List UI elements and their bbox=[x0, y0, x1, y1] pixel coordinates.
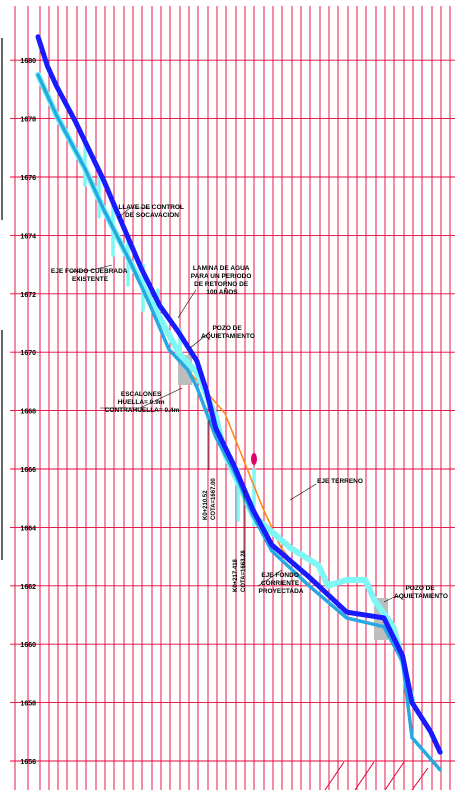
leader-lines bbox=[69, 207, 401, 603]
label-control-key: LLAVE DE CONTROL DE SOCAVACION bbox=[118, 204, 185, 219]
label-existing-bed: EJE FONDO CUEBRADA EXISTENTE bbox=[51, 268, 129, 283]
series-line-2 bbox=[36, 73, 442, 772]
y-tick-label: 1674 bbox=[20, 233, 36, 240]
y-tick-label: 1678 bbox=[20, 117, 36, 124]
y-tick-label: 1668 bbox=[20, 409, 36, 416]
label-abscissa-1: K0+210.52 COTA=1667.00 bbox=[203, 478, 217, 520]
y-tick-label: 1672 bbox=[20, 292, 36, 299]
label-drop-well-1: POZO DE AQUIETAMIENTO bbox=[201, 325, 255, 340]
y-tick-label: 1660 bbox=[20, 642, 36, 649]
y-tick-label: 1676 bbox=[20, 175, 36, 182]
y-tick-label: 1680 bbox=[20, 58, 36, 65]
label-steps: ESCALONES HUELLA= 0.9m CONTRAHUELLA= 0.4… bbox=[105, 391, 180, 414]
label-drop-well-2: POZO DE AQUIETAMIENTO bbox=[394, 585, 448, 600]
label-projected-bed: EJE FONDO CORRIENTE PROYECTADA bbox=[258, 572, 303, 595]
y-tick-label: 1658 bbox=[20, 701, 36, 708]
y-tick-label: 1666 bbox=[20, 467, 36, 474]
y-tick-label: 1670 bbox=[20, 350, 36, 357]
bottom-hatch bbox=[324, 761, 429, 790]
y-tick-labels: 1680 1678 1676 1674 1672 1670 1668 1666 1664 1662… bbox=[20, 58, 36, 766]
series-line-0 bbox=[35, 34, 443, 755]
label-water-sheet: LAMINA DE AGUA PARA UN PERIODO DE RETORN… bbox=[191, 265, 253, 296]
y-tick-label: 1662 bbox=[20, 584, 36, 591]
y-tick-label: 1664 bbox=[20, 525, 36, 532]
label-abscissa-2: K0+217.418 COTA=1663.28 bbox=[233, 550, 247, 592]
y-tick-label: 1656 bbox=[20, 759, 36, 766]
marker-dot bbox=[251, 453, 257, 465]
label-terrain: EJE TERRENO bbox=[317, 478, 363, 485]
